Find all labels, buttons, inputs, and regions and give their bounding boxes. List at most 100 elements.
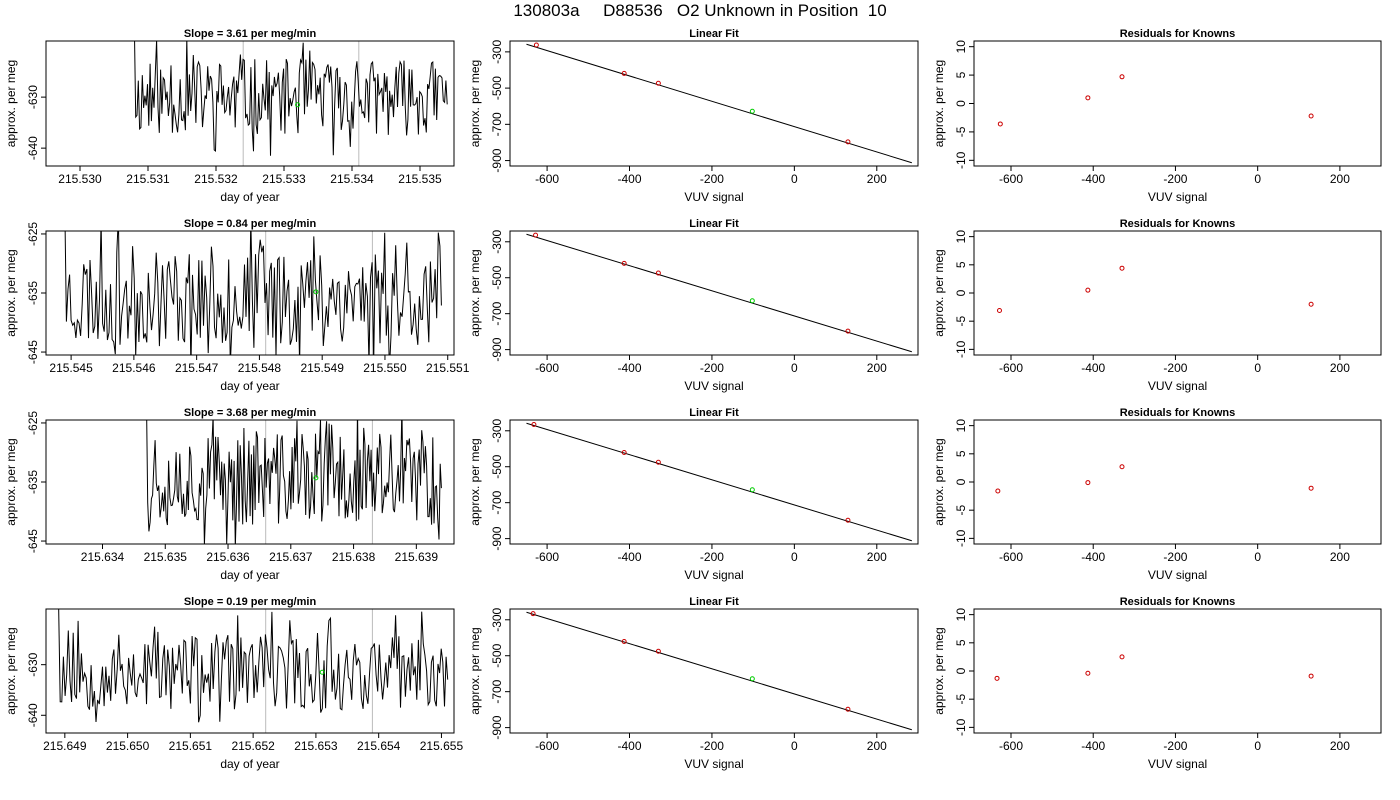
x-tick-label: 0: [1254, 172, 1261, 186]
y-axis-label: approx. per meg: [932, 627, 946, 714]
plot-frame: [509, 419, 919, 545]
panel-title: Slope = 3.61 per meg/min: [184, 28, 317, 40]
x-tick-label: 215.639: [395, 550, 439, 564]
plot-area: [994, 654, 1314, 681]
x-tick-label: -400: [617, 550, 641, 564]
unknown-point: [749, 108, 755, 114]
series-line: [146, 420, 442, 544]
known-point: [621, 450, 627, 456]
known-point: [845, 139, 851, 145]
x-tick-label: 0: [791, 361, 798, 375]
x-axis-label: VUV signal: [1148, 757, 1207, 771]
y-axis-label: approx. per meg: [932, 60, 946, 147]
known-point: [655, 270, 661, 276]
plot-area: [995, 464, 1314, 494]
known-point: [994, 675, 1000, 681]
plot-area: [134, 41, 448, 166]
x-tick-label: 215.535: [398, 172, 442, 186]
y-tick-label: 10: [954, 230, 968, 244]
x-tick-label: -200: [1163, 739, 1187, 753]
known-point: [621, 260, 627, 266]
x-tick-label: -400: [1081, 739, 1105, 753]
x-tick-label: -600: [999, 361, 1023, 375]
x-tick-label: 215.546: [112, 361, 156, 375]
known-point: [996, 307, 1002, 313]
plot-area: [996, 265, 1314, 313]
y-tick-label: -10: [954, 718, 968, 736]
y-tick-label: -700: [490, 112, 504, 136]
panel-title: Linear Fit: [689, 28, 739, 40]
unknown-point: [319, 669, 325, 675]
x-tick-label: 215.531: [126, 172, 170, 186]
x-tick-label: -200: [700, 550, 724, 564]
plot-frame: [45, 40, 455, 167]
panel-timeseries-row-4: 215.649 215.650 215.651 215.652 215.653 215.6…: [4, 596, 463, 771]
y-tick-label: 0: [954, 478, 968, 485]
panel-residuals-row-3: -600 -400 -200 0 200 10 5 0 -5 -10 Residuals for K…: [932, 407, 1382, 582]
x-tick-label: 215.533: [262, 172, 306, 186]
known-point: [533, 232, 539, 238]
x-tick-label: -400: [1081, 550, 1105, 564]
x-tick-label: 0: [1254, 550, 1261, 564]
x-tick-label: 0: [1254, 361, 1261, 375]
plot-area: [146, 420, 442, 544]
plot-area: [526, 232, 912, 353]
x-tick-label: 215.655: [420, 739, 464, 753]
known-point: [1085, 670, 1091, 676]
x-tick-label: -400: [617, 739, 641, 753]
y-axis-label: approx. per meg: [932, 438, 946, 525]
x-tick-label: 215.634: [81, 550, 125, 564]
y-tick-label: -900: [490, 715, 504, 739]
known-point: [1119, 464, 1125, 470]
known-point: [1308, 673, 1314, 679]
x-tick-label: -200: [700, 172, 724, 186]
known-point: [533, 42, 539, 48]
known-point: [621, 70, 627, 76]
known-point: [655, 80, 661, 86]
x-axis-label: VUV signal: [684, 568, 743, 582]
y-tick-label: 0: [954, 100, 968, 107]
unknown-point: [295, 102, 301, 108]
y-axis-label: approx. per meg: [4, 249, 18, 336]
y-tick-label: 5: [954, 71, 968, 78]
panel-fit-row-1: -600 -400 -200 0 200 -300 -500 -700 -900 Linear F…: [468, 28, 919, 204]
x-tick-label: 215.652: [231, 739, 275, 753]
y-axis-label: approx. per meg: [4, 627, 18, 714]
x-axis-label: day of year: [220, 379, 279, 393]
fit-line: [526, 611, 912, 731]
y-tick-label: -10: [954, 529, 968, 547]
x-tick-label: 215.636: [206, 550, 250, 564]
x-tick-label: 200: [867, 739, 887, 753]
y-axis-label: approx. per meg: [468, 249, 482, 336]
panel-timeseries-row-1: 215.530 215.531 215.532 215.533 215.534 215.5…: [4, 28, 455, 204]
panel-residuals-row-1: -600 -400 -200 0 200 10 5 0 -5 -10 Residuals for K…: [932, 28, 1382, 204]
panel-fit-row-3: -600 -400 -200 0 200 -300 -500 -700 -900 Linear F…: [468, 407, 919, 582]
x-tick-label: -600: [535, 361, 559, 375]
known-point: [531, 421, 537, 427]
panel-title: Residuals for Knowns: [1120, 218, 1236, 230]
x-tick-label: -600: [535, 550, 559, 564]
x-axis-label: day of year: [220, 568, 279, 582]
plot-frame: [509, 230, 919, 356]
known-point: [995, 488, 1001, 494]
x-tick-label: -200: [1163, 172, 1187, 186]
x-axis-label: VUV signal: [684, 757, 743, 771]
unknown-point: [313, 475, 319, 481]
x-tick-label: -400: [617, 172, 641, 186]
panel-title: Residuals for Knowns: [1120, 596, 1236, 608]
x-axis-label: VUV signal: [1148, 190, 1207, 204]
unknown-point: [749, 487, 755, 493]
y-axis-label: approx. per meg: [468, 627, 482, 714]
x-tick-label: 0: [791, 172, 798, 186]
x-tick-label: 215.654: [357, 739, 401, 753]
x-tick-label: -200: [700, 739, 724, 753]
plot-frame: [973, 230, 1382, 356]
plot-area: [526, 421, 912, 542]
y-tick-label: -5: [954, 505, 968, 516]
x-tick-label: 215.638: [332, 550, 376, 564]
panel-residuals-row-4: -600 -400 -200 0 200 10 5 0 -5 -10 Residuals for K…: [932, 596, 1382, 771]
plot-area: [58, 609, 449, 733]
y-tick-label: -300: [490, 418, 504, 442]
known-point: [655, 648, 661, 654]
y-tick-label: 10: [954, 40, 968, 54]
